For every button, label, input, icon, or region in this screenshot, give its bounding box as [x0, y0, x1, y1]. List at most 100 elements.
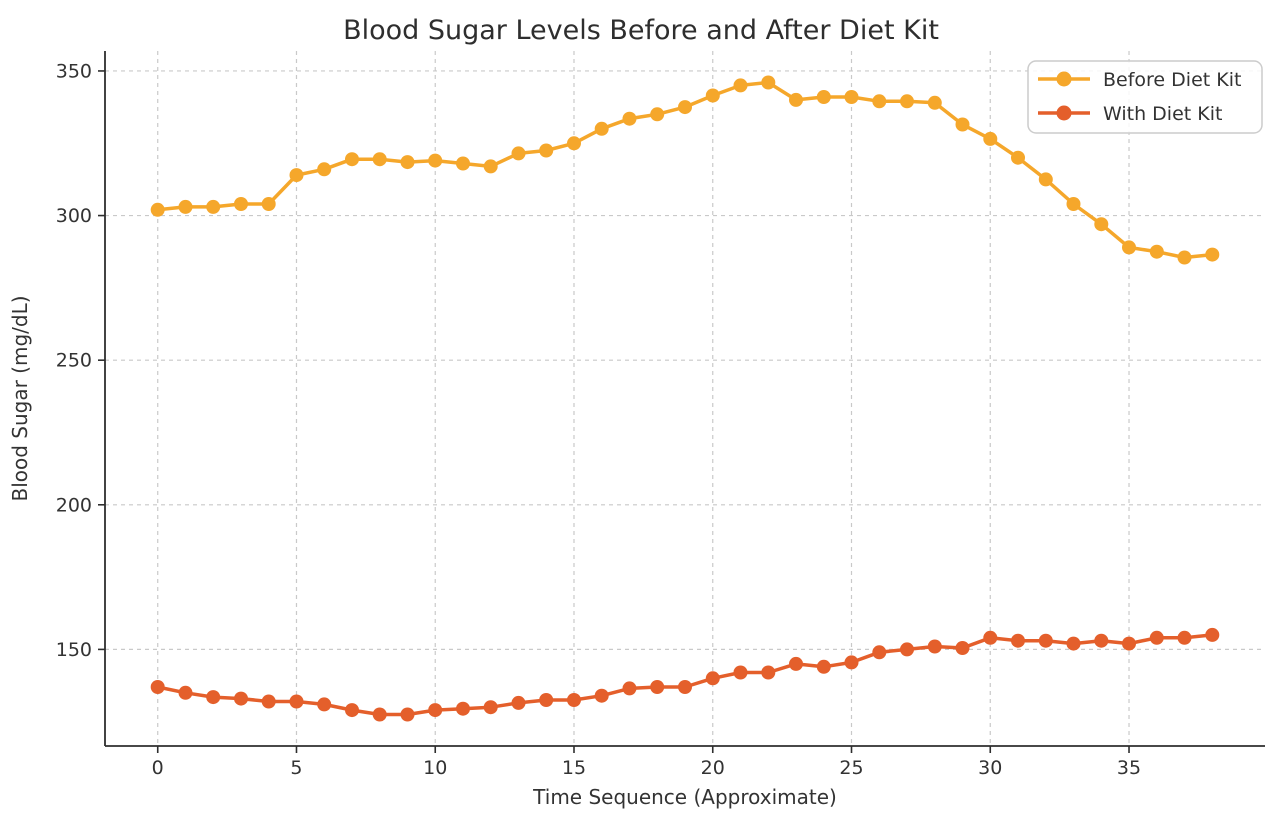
data-point	[900, 642, 914, 657]
data-point	[1122, 636, 1136, 651]
data-point	[400, 707, 415, 722]
data-point	[483, 700, 498, 715]
chart-title: Blood Sugar Levels Before and After Diet…	[343, 15, 939, 46]
data-point	[456, 701, 470, 716]
x-tick-label: 25	[839, 757, 863, 779]
data-point	[761, 75, 776, 90]
data-point	[428, 153, 443, 168]
x-tick-label: 10	[423, 757, 447, 779]
data-point	[1011, 633, 1025, 648]
data-point	[1038, 172, 1053, 187]
data-point	[789, 656, 803, 671]
y-axis-label: Blood Sugar (mg/dL)	[8, 295, 32, 501]
data-point	[705, 671, 720, 686]
data-point	[678, 100, 692, 115]
data-point	[400, 155, 415, 170]
legend: Before Diet Kit With Diet Kit	[1027, 60, 1263, 134]
data-point	[983, 630, 998, 645]
axes-spines	[104, 51, 1265, 747]
data-point	[678, 680, 692, 694]
data-point	[1149, 630, 1164, 645]
series-markers-with-diet-kit	[150, 627, 1220, 722]
data-point	[927, 95, 942, 110]
data-point	[317, 162, 332, 177]
data-point	[761, 665, 776, 680]
data-point	[483, 159, 498, 174]
data-point	[1177, 630, 1192, 645]
y-tick-label: 150	[56, 639, 92, 661]
legend-item-with-diet-kit: With Diet Kit	[1038, 103, 1222, 125]
data-point	[289, 694, 304, 709]
data-point	[178, 685, 193, 700]
legend-label: With Diet Kit	[1103, 103, 1222, 125]
data-point	[705, 88, 720, 103]
data-point	[456, 156, 470, 171]
data-point	[567, 693, 581, 707]
data-point	[927, 639, 942, 654]
data-point	[622, 681, 637, 696]
data-point	[539, 143, 554, 158]
data-point	[1205, 627, 1220, 642]
y-tick-label: 350	[56, 60, 92, 82]
data-point	[511, 695, 526, 710]
legend-marker	[1056, 71, 1072, 87]
data-point	[1177, 250, 1192, 265]
x-axis-label: Time Sequence (Approximate)	[532, 785, 837, 809]
x-tick-label: 5	[290, 757, 302, 779]
data-point	[1122, 240, 1136, 255]
data-point	[816, 90, 831, 104]
data-point	[1094, 217, 1109, 232]
data-point	[1038, 633, 1053, 648]
data-point	[900, 94, 914, 109]
data-point	[372, 707, 387, 722]
data-point	[955, 641, 970, 655]
legend-item-before-diet-kit: Before Diet Kit	[1038, 69, 1241, 91]
y-tick-label: 200	[56, 494, 92, 516]
x-tick-label: 35	[1117, 757, 1141, 779]
data-point	[1066, 636, 1081, 651]
data-point	[872, 94, 887, 109]
y-tick-label: 300	[56, 205, 92, 227]
data-point	[539, 693, 554, 707]
data-point	[372, 152, 387, 167]
data-point	[844, 90, 859, 104]
legend-marker	[1056, 105, 1072, 121]
data-point	[622, 111, 637, 126]
data-point	[234, 691, 248, 706]
data-point	[150, 202, 165, 217]
x-tick-label: 30	[978, 757, 1002, 779]
data-point	[816, 659, 831, 674]
data-point	[1066, 197, 1081, 211]
data-point	[955, 117, 970, 132]
data-point	[261, 197, 276, 211]
data-point	[650, 680, 665, 694]
data-point	[428, 703, 443, 718]
data-point	[789, 92, 803, 107]
data-point	[1205, 247, 1220, 262]
data-point	[733, 665, 748, 680]
x-tick-label: 20	[701, 757, 725, 779]
data-point	[733, 78, 748, 93]
data-point	[261, 694, 276, 709]
data-point	[594, 688, 609, 703]
data-point	[289, 168, 304, 183]
y-tick-label: 250	[56, 350, 92, 372]
series-markers-before-diet-kit	[150, 75, 1220, 265]
x-tick-label: 15	[562, 757, 586, 779]
data-point	[345, 152, 359, 167]
data-point	[1149, 244, 1164, 259]
x-tick-label: 0	[152, 757, 164, 779]
data-point	[511, 146, 526, 161]
data-point	[650, 107, 665, 122]
data-point	[594, 121, 609, 136]
data-point	[150, 680, 165, 694]
data-point	[1094, 633, 1109, 648]
data-point	[1011, 150, 1025, 165]
data-point	[983, 131, 998, 146]
data-point	[178, 199, 193, 214]
data-point	[234, 197, 248, 211]
data-point	[317, 697, 332, 712]
data-point	[206, 199, 221, 214]
data-point	[844, 655, 859, 670]
